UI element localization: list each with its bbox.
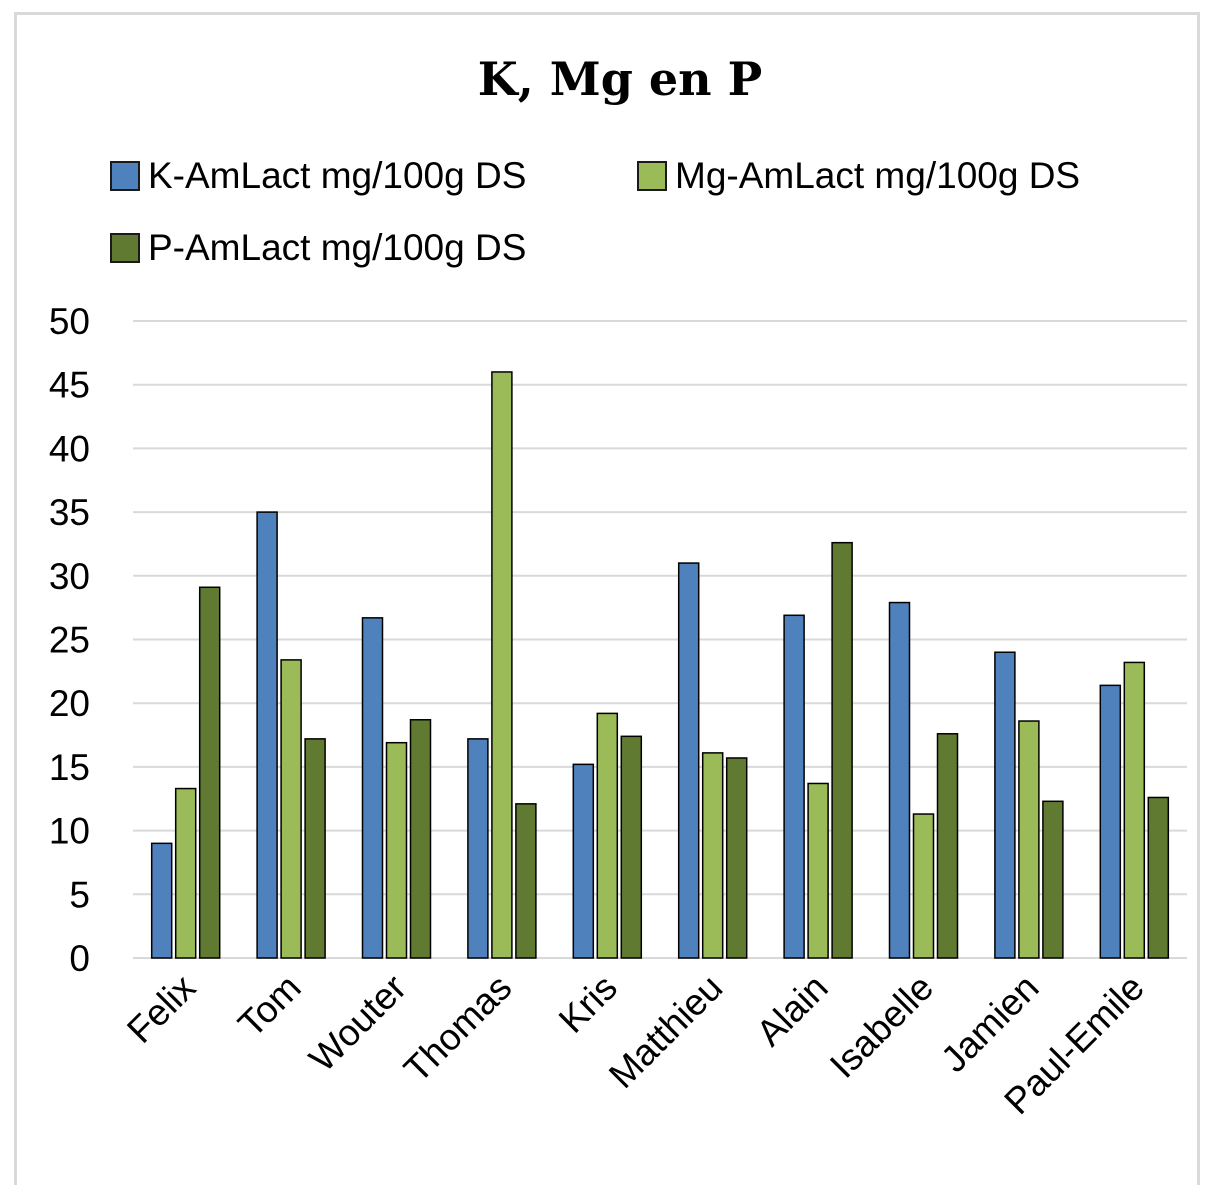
legend-item-mg: Mg-AmLact mg/100g DS bbox=[637, 155, 1080, 197]
bar bbox=[467, 738, 489, 959]
y-tick-label: 50 bbox=[49, 301, 90, 342]
y-tick-label: 10 bbox=[49, 811, 90, 852]
legend-label-k: K-AmLact mg/100g DS bbox=[148, 155, 527, 196]
bar bbox=[1147, 796, 1170, 959]
y-tick-label: 30 bbox=[49, 556, 90, 597]
legend-swatch-p bbox=[110, 233, 140, 263]
bar bbox=[409, 719, 432, 959]
x-tick-label: Tom bbox=[230, 967, 308, 1045]
legend-label-mg: Mg-AmLact mg/100g DS bbox=[675, 155, 1081, 196]
legend-swatch-mg bbox=[637, 161, 667, 191]
bar bbox=[515, 803, 537, 959]
y-tick-label: 15 bbox=[49, 747, 90, 788]
legend-label-p: P-AmLact mg/100g DS bbox=[148, 227, 527, 268]
bar bbox=[994, 651, 1016, 959]
y-tick-label: 5 bbox=[69, 874, 90, 915]
bar bbox=[385, 741, 408, 959]
y-tick-label: 25 bbox=[49, 620, 90, 661]
bar bbox=[1018, 720, 1040, 959]
bar bbox=[783, 614, 805, 959]
bar bbox=[174, 787, 197, 959]
bar bbox=[596, 712, 619, 959]
x-tick-label: Isabelle bbox=[822, 967, 941, 1086]
bar bbox=[807, 782, 829, 959]
x-tick-label: Matthieu bbox=[601, 967, 730, 1096]
bar bbox=[888, 601, 911, 959]
bar bbox=[1042, 800, 1064, 959]
bar bbox=[725, 757, 748, 959]
bar bbox=[831, 541, 853, 959]
x-tick-label: Felix bbox=[119, 966, 204, 1051]
bar bbox=[701, 752, 724, 959]
bar bbox=[280, 659, 302, 959]
bar bbox=[304, 738, 326, 959]
bar bbox=[361, 617, 384, 959]
bar bbox=[572, 763, 595, 959]
y-tick-label: 45 bbox=[49, 365, 90, 406]
bar bbox=[1099, 684, 1122, 959]
bar bbox=[677, 562, 700, 959]
y-tick-label: 20 bbox=[49, 683, 90, 724]
bar bbox=[150, 842, 173, 959]
bar bbox=[936, 733, 959, 959]
legend-swatch-k bbox=[110, 161, 140, 191]
legend-item-k: K-AmLact mg/100g DS bbox=[110, 155, 526, 197]
legend-item-p: P-AmLact mg/100g DS bbox=[110, 227, 526, 269]
bar bbox=[256, 511, 278, 959]
bar bbox=[1123, 661, 1146, 959]
y-tick-label: 0 bbox=[69, 938, 90, 979]
chart-title: K, Mg en P bbox=[477, 52, 763, 106]
y-tick-label: 40 bbox=[49, 428, 90, 469]
x-tick-label: Alain bbox=[749, 967, 836, 1054]
bar bbox=[620, 735, 643, 959]
x-tick-label: Thomas bbox=[396, 967, 520, 1091]
y-tick-label: 35 bbox=[49, 492, 90, 533]
bar bbox=[491, 371, 513, 959]
bar bbox=[912, 813, 935, 959]
bar bbox=[198, 586, 221, 959]
x-tick-label: Kris bbox=[551, 967, 625, 1041]
